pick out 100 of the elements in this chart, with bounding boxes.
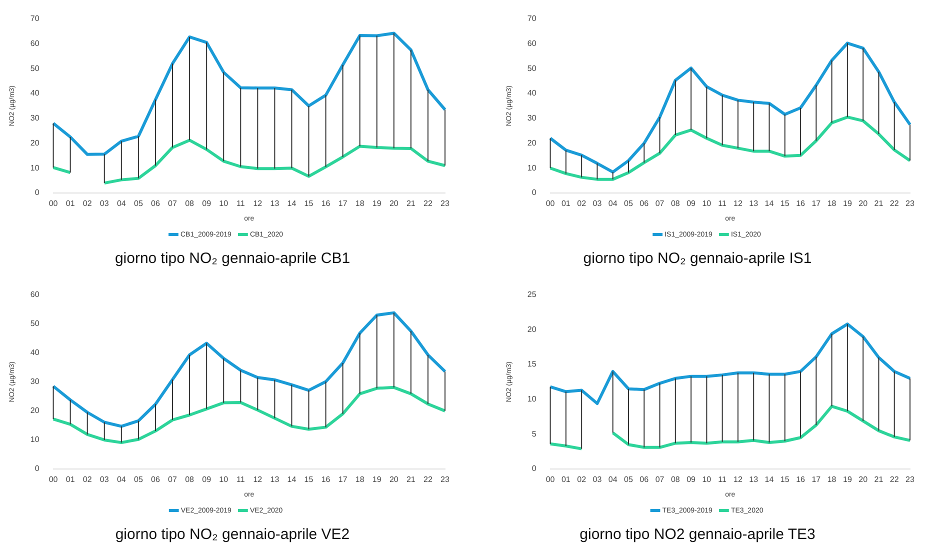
x-tick-label: 14 xyxy=(287,475,297,484)
y-tick-label: 30 xyxy=(30,114,40,123)
x-tick-label: 14 xyxy=(287,199,297,208)
y-tick-label: 20 xyxy=(30,406,40,416)
x-tick-label: 08 xyxy=(670,199,680,208)
x-tick-label: 11 xyxy=(718,199,728,208)
y-tick-label: 10 xyxy=(30,435,40,444)
x-tick-label: 05 xyxy=(134,475,144,484)
x-tick-label: 23 xyxy=(906,199,915,208)
x-tick-label: 00 xyxy=(48,475,58,484)
x-tick-label: 17 xyxy=(812,475,822,484)
x-tick-label: 11 xyxy=(718,475,728,484)
x-tick-label: 06 xyxy=(151,199,160,208)
x-tick-label: 20 xyxy=(858,475,868,484)
y-tick-label: 40 xyxy=(30,348,40,358)
x-tick-label: 07 xyxy=(655,199,665,208)
x-tick-label: 00 xyxy=(48,199,58,208)
y-tick-label: 70 xyxy=(527,14,537,24)
x-tick-label: 12 xyxy=(734,199,743,208)
y-tick-label: 50 xyxy=(30,64,40,73)
x-tick-label: 02 xyxy=(577,199,587,208)
x-tick-label: 13 xyxy=(270,199,280,208)
x-tick-label: 18 xyxy=(827,199,837,208)
x-tick-label: 03 xyxy=(100,475,110,484)
x-tick-label: 12 xyxy=(253,199,263,208)
x-tick-label: 05 xyxy=(134,199,144,208)
x-tick-label: 18 xyxy=(355,199,365,208)
y-tick-label: 20 xyxy=(527,138,537,148)
text: giorno tipo NO₂ gennaio-aprile VE2 xyxy=(114,526,351,543)
x-tick-label: 11 xyxy=(236,475,246,484)
x-tick-label: 10 xyxy=(702,475,712,484)
x-tick-label: 03 xyxy=(592,199,602,208)
x-tick-label: 11 xyxy=(236,199,246,208)
x-tick-label: 17 xyxy=(812,199,822,208)
x-tick-label: 18 xyxy=(355,475,365,484)
x-tick-label: 21 xyxy=(406,199,416,208)
x-tick-label: 13 xyxy=(749,199,759,208)
y-tick-label: 0 xyxy=(532,188,537,198)
x-tick-label: 21 xyxy=(874,475,884,484)
x-tick-label: 02 xyxy=(82,475,92,484)
x-tick-label: 12 xyxy=(734,475,743,484)
x-tick-label: 15 xyxy=(780,475,790,484)
x-tick-label: 21 xyxy=(406,475,416,484)
y-tick-label: 15 xyxy=(527,360,537,369)
y-tick-label: 60 xyxy=(30,38,40,48)
x-tick-label: 00 xyxy=(546,199,556,208)
x-tick-label: 18 xyxy=(827,475,837,484)
y-tick-label: 10 xyxy=(527,163,537,172)
x-tick-label: 05 xyxy=(624,475,634,484)
y-tick-label: 20 xyxy=(30,138,40,148)
y-tick-label: 60 xyxy=(527,38,537,48)
x-tick-label: 22 xyxy=(890,475,900,484)
x-tick-label: 05 xyxy=(624,199,634,208)
x-tick-label: 23 xyxy=(440,199,450,208)
x-tick-label: 14 xyxy=(764,199,774,208)
y-tick-label: 30 xyxy=(527,114,537,123)
y-tick-label: 20 xyxy=(527,324,537,334)
y-tick-label: 0 xyxy=(34,188,40,198)
x-tick-label: 04 xyxy=(116,199,126,208)
x-tick-label: 02 xyxy=(82,199,92,208)
x-tick-label: 02 xyxy=(577,475,587,484)
y-tick-label: 40 xyxy=(527,88,537,98)
x-tick-label: 20 xyxy=(389,199,399,208)
x-tick-label: 01 xyxy=(66,199,76,208)
x-tick-label: 08 xyxy=(670,475,680,484)
x-tick-label: 06 xyxy=(151,475,160,484)
x-tick-label: 16 xyxy=(321,475,331,484)
x-tick-label: 09 xyxy=(686,199,696,208)
x-tick-label: 13 xyxy=(270,475,280,484)
y-tick-label: 10 xyxy=(30,163,40,172)
x-tick-label: 19 xyxy=(372,475,382,484)
x-tick-label: 15 xyxy=(304,199,314,208)
x-tick-label: 10 xyxy=(702,199,712,208)
x-tick-label: 09 xyxy=(686,475,696,484)
x-tick-label: 19 xyxy=(372,199,382,208)
y-tick-label: 0 xyxy=(532,464,537,474)
x-tick-label: 09 xyxy=(202,475,212,484)
x-tick-label: 07 xyxy=(655,475,665,484)
y-tick-label: 50 xyxy=(30,319,40,328)
x-tick-label: 16 xyxy=(796,475,806,484)
x-tick-label: 01 xyxy=(561,475,571,484)
x-tick-label: 22 xyxy=(424,475,433,484)
x-tick-label: 08 xyxy=(185,199,195,208)
text: giorno tipo NO2 gennaio-aprile TE3 xyxy=(578,526,816,543)
x-tick-label: 13 xyxy=(749,475,759,484)
x-tick-label: 07 xyxy=(168,475,178,484)
y-tick-label: 40 xyxy=(30,88,40,98)
x-tick-label: 15 xyxy=(780,199,790,208)
y-tick-label: 60 xyxy=(30,290,40,300)
x-tick-label: 22 xyxy=(890,199,900,208)
x-tick-label: 08 xyxy=(185,475,195,484)
x-tick-label: 16 xyxy=(321,199,331,208)
x-tick-label: 20 xyxy=(389,475,399,484)
text: giorno tipo NO₂ gennaio-aprile IS1 xyxy=(582,250,813,267)
x-tick-label: 10 xyxy=(219,199,229,208)
x-tick-label: 09 xyxy=(202,199,212,208)
x-tick-label: 07 xyxy=(168,199,178,208)
y-tick-label: 0 xyxy=(34,464,40,474)
x-tick-label: 03 xyxy=(592,475,602,484)
x-tick-label: 00 xyxy=(546,475,556,484)
